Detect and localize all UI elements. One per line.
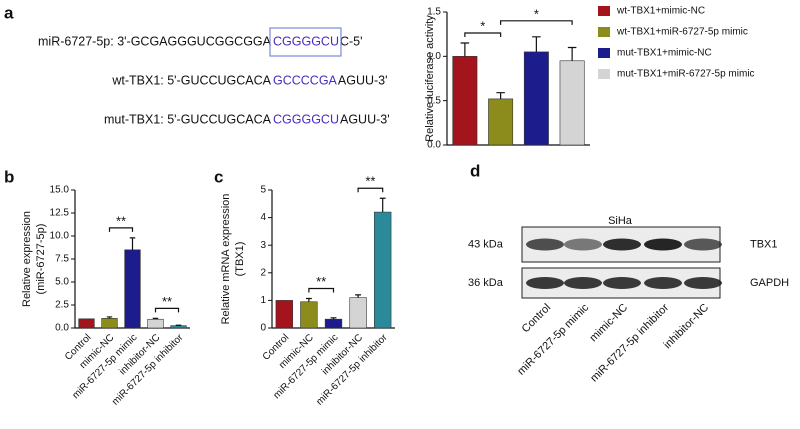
blot-band	[684, 238, 722, 251]
significance-label: *	[534, 6, 539, 21]
y-tick-label: 1.0	[427, 51, 441, 62]
y-tick-label: 0	[260, 323, 266, 334]
binding-site: GCCCCGA	[273, 73, 338, 87]
bar	[275, 300, 293, 329]
blot-band	[644, 277, 682, 289]
y-tick-label: 0.0	[427, 140, 441, 151]
y-tick-label: 5	[260, 185, 266, 196]
cell-line: SiHa	[608, 215, 633, 227]
error-bar	[355, 294, 362, 298]
bar	[147, 318, 164, 329]
significance-label: **	[116, 213, 126, 228]
significance-bracket	[108, 227, 134, 232]
sequence-suffix: C-5'	[340, 34, 363, 48]
band-size: 36 kDa	[468, 277, 504, 289]
site-box	[269, 27, 342, 57]
bar	[488, 98, 514, 146]
blot-band	[526, 238, 564, 251]
blot-band	[644, 238, 682, 251]
error-bar	[330, 317, 337, 320]
blot-band	[684, 277, 722, 289]
protein-name: GAPDH	[750, 277, 789, 289]
error-bar	[460, 42, 470, 57]
bar	[374, 211, 392, 329]
legend-label: wt-TBX1+miR-6727-5p mimic	[616, 27, 748, 38]
panel-label: c	[214, 167, 223, 186]
panel-label: a	[4, 3, 14, 22]
error-bar	[379, 197, 386, 213]
y-tick-label: 1	[260, 295, 266, 306]
legend-label: mut-TBX1+mimic-NC	[617, 48, 712, 59]
blot-band	[603, 277, 641, 289]
panel-label: b	[4, 167, 14, 186]
sequence-suffix: AGUU-3'	[340, 112, 390, 126]
legend-swatch	[598, 48, 610, 58]
y-tick-label: 10.0	[50, 231, 70, 242]
bar	[78, 318, 95, 329]
bar	[101, 318, 118, 329]
sequence-prefix: mut-TBX1: 5'-GUCCUGCACA	[104, 112, 272, 126]
bar	[452, 56, 478, 146]
bar	[324, 318, 343, 329]
y-axis-label: (miR-6727-5p)	[35, 224, 47, 295]
significance-label: *	[480, 18, 485, 33]
legend-swatch	[598, 27, 610, 37]
y-tick-label: 12.5	[50, 208, 70, 219]
blot-band	[526, 277, 564, 289]
sequence-prefix: wt-TBX1: 5'-GUCCUGCACA	[111, 73, 271, 87]
significance-bracket	[500, 20, 573, 25]
significance-bracket	[308, 287, 335, 293]
y-tick-label: 2	[260, 267, 266, 278]
significance-bracket	[154, 307, 180, 313]
bar	[349, 297, 367, 329]
bar	[559, 60, 585, 146]
y-tick-label: 3	[260, 240, 266, 251]
y-tick-label: 2.5	[55, 300, 69, 311]
significance-label: **	[316, 274, 326, 289]
bar	[170, 325, 187, 329]
sequence-suffix: AGUU-3'	[338, 73, 388, 87]
error-bar	[567, 46, 577, 61]
legend-swatch	[598, 6, 610, 16]
protein-name: TBX1	[750, 238, 778, 250]
y-tick-label: 1.5	[427, 7, 441, 18]
bar	[523, 51, 549, 146]
y-tick-label: 7.5	[55, 254, 69, 265]
panel-label: d	[470, 161, 480, 180]
error-bar	[532, 36, 541, 52]
significance-bracket	[357, 187, 384, 193]
legend-label: wt-TBX1+mimic-NC	[616, 6, 705, 17]
error-bar	[152, 317, 159, 320]
bar	[300, 301, 318, 329]
y-tick-label: 5.0	[55, 277, 69, 288]
blot-band	[603, 238, 641, 251]
significance-label: **	[162, 294, 172, 309]
legend-swatch	[598, 69, 610, 79]
error-bar	[129, 237, 136, 250]
significance-label: **	[365, 174, 375, 189]
error-bar	[106, 316, 113, 319]
significance-bracket	[464, 32, 502, 38]
y-tick-label: 0.5	[427, 95, 441, 106]
sequence-prefix: miR-6727-5p: 3'-GCGAGGGUCGGCGGA	[38, 34, 272, 48]
y-axis-label: Relative mRNA expression	[220, 194, 232, 325]
bar	[124, 249, 141, 329]
error-bar	[305, 297, 312, 302]
y-axis-label: Relative luciferase activity	[424, 15, 436, 142]
binding-site: CGGGGCU	[273, 112, 339, 126]
blot-band	[564, 277, 602, 289]
y-axis-label: (TBX1)	[234, 242, 246, 277]
error-bar	[496, 92, 505, 99]
y-tick-label: 15.0	[50, 185, 70, 196]
y-tick-label: 4	[260, 212, 266, 223]
band-size: 43 kDa	[468, 238, 504, 250]
legend-label: mut-TBX1+miR-6727-5p mimic	[617, 69, 755, 80]
y-axis-label: Relative expression	[21, 211, 33, 307]
binding-site: CGGGGCU	[273, 34, 339, 48]
y-tick-label: 0.0	[55, 323, 69, 334]
blot-band	[564, 238, 602, 251]
